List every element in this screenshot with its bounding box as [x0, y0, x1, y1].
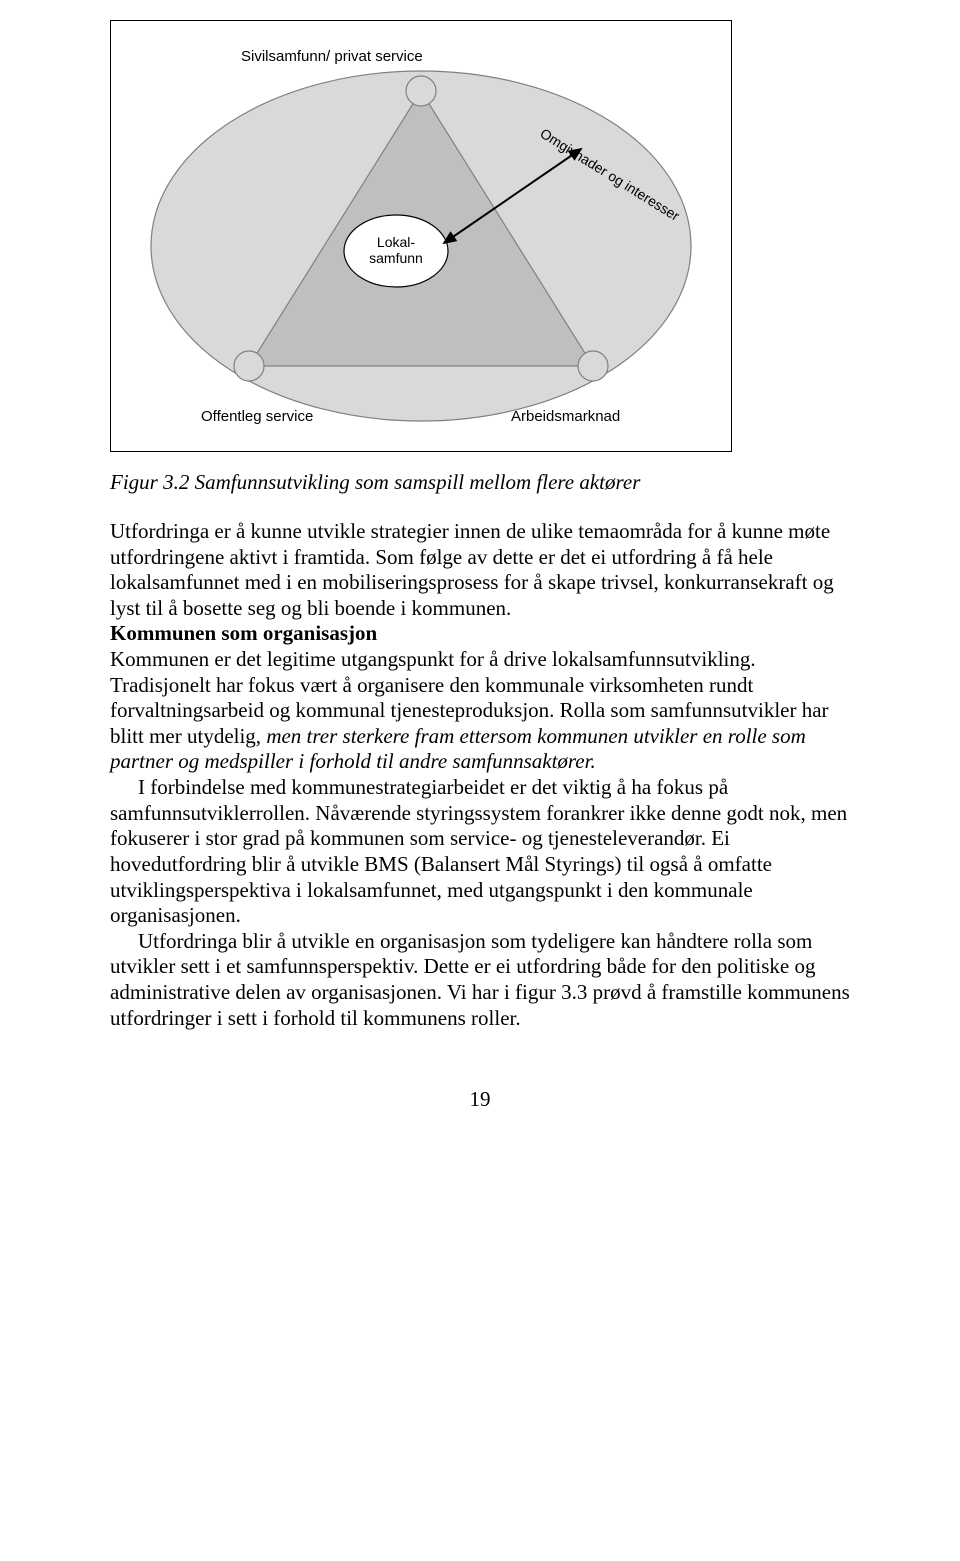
vertex-top: [406, 76, 436, 106]
paragraph-2c: Utfordringa blir å utvikle en organisasj…: [110, 929, 850, 1031]
page-number: 19: [110, 1087, 850, 1112]
label-center-1: Lokal-: [377, 234, 415, 250]
diagram-svg: Sivilsamfunn/ privat service Lokal- samf…: [111, 21, 731, 451]
body-text: Utfordringa er å kunne utvikle strategie…: [110, 519, 850, 1031]
vertex-bottom-left: [234, 351, 264, 381]
label-center-2: samfunn: [369, 250, 423, 266]
heading-kommunen: Kommunen som organisasjon: [110, 621, 850, 647]
paragraph-2b: I forbindelse med kommunestrategiarbeide…: [110, 775, 850, 929]
paragraph-2a: Kommunen er det legitime utgangspunkt fo…: [110, 647, 850, 775]
diagram-container: Sivilsamfunn/ privat service Lokal- samf…: [110, 20, 732, 452]
paragraph-1: Utfordringa er å kunne utvikle strategie…: [110, 519, 850, 621]
label-bottom-right: Arbeidsmarknad: [511, 408, 620, 425]
document-page: Sivilsamfunn/ privat service Lokal- samf…: [0, 0, 960, 1152]
label-bottom-left: Offentleg service: [201, 408, 313, 425]
vertex-bottom-right: [578, 351, 608, 381]
label-top: Sivilsamfunn/ privat service: [241, 48, 423, 65]
figure-caption: Figur 3.2 Samfunnsutvikling som samspill…: [110, 470, 850, 495]
